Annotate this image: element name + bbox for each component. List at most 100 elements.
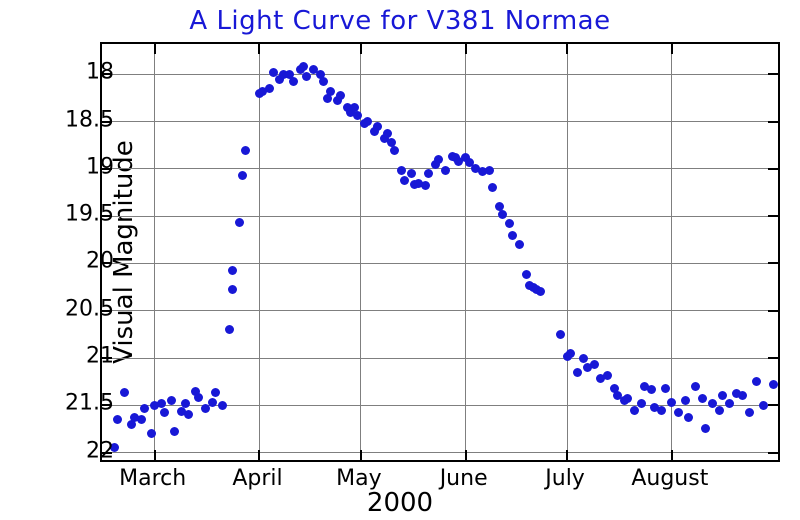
data-point: [698, 394, 707, 403]
gridline-horizontal: [102, 358, 778, 359]
data-point: [725, 399, 734, 408]
data-point: [228, 285, 237, 294]
data-point: [137, 415, 146, 424]
data-point: [181, 399, 190, 408]
gridline-horizontal: [102, 74, 778, 75]
data-point: [336, 91, 345, 100]
y-tick-label: 19: [86, 154, 114, 179]
data-point: [147, 429, 156, 438]
y-tick-label: 21.5: [65, 391, 114, 416]
data-point: [407, 169, 416, 178]
y-tick-label: 22: [86, 438, 114, 463]
data-point: [390, 146, 399, 155]
data-point: [241, 146, 250, 155]
data-point: [579, 354, 588, 363]
gridline-horizontal: [102, 216, 778, 217]
data-point: [225, 325, 234, 334]
y-tick-label: 20.5: [65, 296, 114, 321]
x-tick: [465, 450, 467, 460]
data-point: [218, 401, 227, 410]
data-point: [353, 111, 362, 120]
data-point: [434, 155, 443, 164]
data-point: [299, 62, 308, 71]
data-point: [120, 388, 129, 397]
data-point: [238, 171, 247, 180]
data-point: [194, 393, 203, 402]
y-tick: [768, 215, 778, 217]
data-point: [508, 231, 517, 240]
data-point: [265, 84, 274, 93]
x-tick-label: May: [336, 466, 381, 491]
data-point: [647, 385, 656, 394]
data-point: [522, 270, 531, 279]
y-tick-label: 18.5: [65, 107, 114, 132]
data-point: [160, 408, 169, 417]
data-point: [759, 401, 768, 410]
x-tick: [154, 44, 156, 54]
chart-root: A Light Curve for V381 Normae Visual Mag…: [0, 0, 800, 520]
data-point: [566, 349, 575, 358]
data-point: [590, 360, 599, 369]
y-tick: [768, 262, 778, 264]
data-point: [684, 413, 693, 422]
x-tick: [465, 44, 467, 54]
data-point: [289, 77, 298, 86]
x-tick: [154, 450, 156, 460]
gridline-vertical: [465, 44, 466, 460]
x-tick: [258, 44, 260, 54]
gridline-horizontal: [102, 452, 778, 453]
data-point: [140, 404, 149, 413]
data-point: [421, 181, 430, 190]
x-tick: [360, 44, 362, 54]
data-point: [157, 399, 166, 408]
data-point: [681, 396, 690, 405]
data-point: [701, 424, 710, 433]
y-tick-label: 20: [86, 249, 114, 274]
y-tick-label: 18: [86, 60, 114, 85]
data-point: [363, 117, 372, 126]
data-point: [661, 384, 670, 393]
data-point: [441, 166, 450, 175]
x-tick: [671, 44, 673, 54]
gridline-vertical: [154, 44, 155, 460]
data-point: [603, 371, 612, 380]
y-tick: [768, 168, 778, 170]
data-point: [515, 240, 524, 249]
data-point: [573, 368, 582, 377]
y-tick-label: 21: [86, 344, 114, 369]
data-point: [715, 406, 724, 415]
data-point: [674, 408, 683, 417]
x-tick-label: March: [119, 466, 186, 491]
data-point: [326, 87, 335, 96]
x-axis-label: 2000: [0, 488, 800, 518]
data-point: [752, 377, 761, 386]
data-point: [498, 210, 507, 219]
y-tick: [768, 73, 778, 75]
x-tick-label: August: [631, 466, 708, 491]
gridline-vertical: [259, 44, 260, 460]
gridline-vertical: [360, 44, 361, 460]
data-point: [637, 399, 646, 408]
data-point: [211, 388, 220, 397]
data-point: [184, 410, 193, 419]
data-point: [488, 183, 497, 192]
data-point: [718, 391, 727, 400]
y-tick: [768, 310, 778, 312]
x-tick: [360, 450, 362, 460]
data-point: [745, 408, 754, 417]
data-point: [769, 380, 778, 389]
data-point: [623, 394, 632, 403]
data-point: [738, 391, 747, 400]
data-point: [536, 287, 545, 296]
x-tick: [566, 450, 568, 460]
data-point: [505, 219, 514, 228]
data-point: [691, 382, 700, 391]
data-point: [228, 266, 237, 275]
plot-area: [100, 42, 780, 462]
data-point: [113, 415, 122, 424]
x-tick: [566, 44, 568, 54]
data-point: [167, 396, 176, 405]
data-point: [424, 169, 433, 178]
y-tick: [768, 404, 778, 406]
y-tick: [768, 121, 778, 123]
